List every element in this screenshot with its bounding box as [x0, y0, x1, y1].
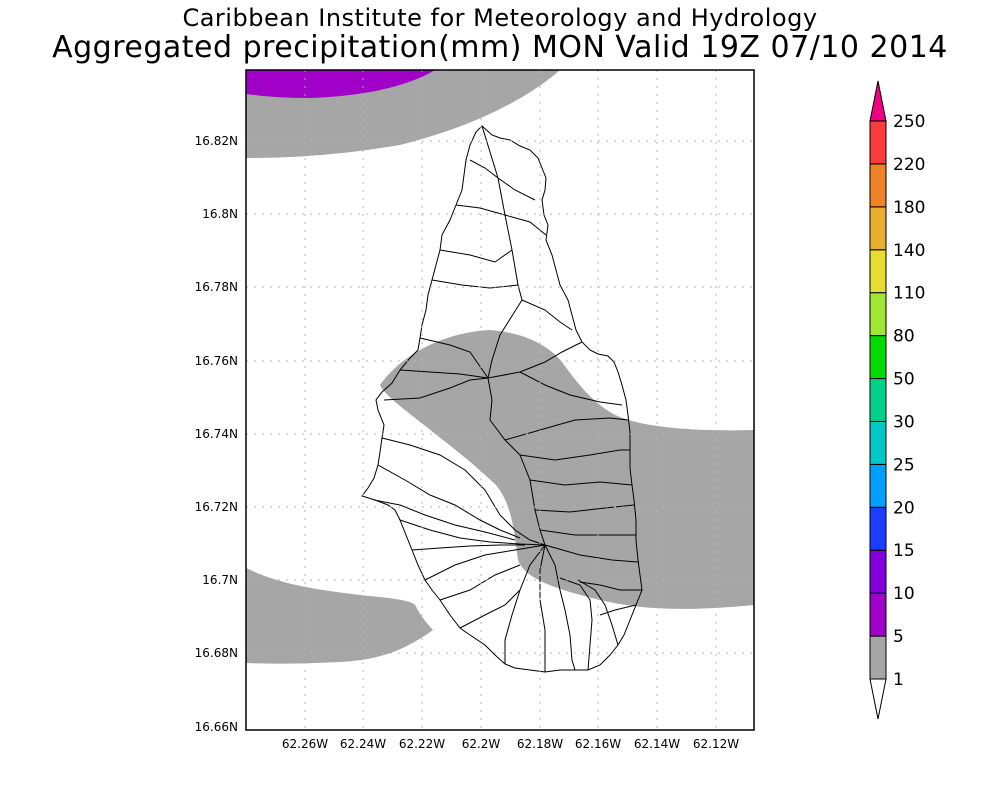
lat-tick-label: 16.74N	[195, 427, 238, 441]
lat-axis: 16.82N 16.8N 16.78N 16.76N 16.74N 16.72N…	[195, 134, 238, 734]
colorbar-top-arrow	[869, 80, 887, 122]
lat-tick-label: 16.68N	[195, 646, 238, 660]
lat-tick-label: 16.72N	[195, 500, 238, 514]
colorbar-box	[869, 378, 887, 422]
colorbar-box	[869, 206, 887, 251]
lon-tick-label: 62.14W	[634, 737, 680, 751]
colorbar-box	[869, 292, 887, 337]
precipitation-field	[246, 70, 754, 664]
colorbar-label: 110	[893, 284, 925, 304]
island-outline	[361, 125, 643, 673]
lon-tick-label: 62.2W	[462, 737, 501, 751]
colorbar-label: 50	[893, 370, 915, 390]
colorbar-label: 250	[893, 112, 925, 132]
colorbar-box	[869, 506, 887, 551]
lon-tick-label: 62.12W	[693, 737, 739, 751]
colorbar-box	[869, 249, 887, 294]
lat-tick-label: 16.76N	[195, 354, 238, 368]
map-frame	[245, 69, 755, 731]
lon-tick-label: 62.16W	[575, 737, 621, 751]
colorbar-label: 180	[893, 198, 925, 218]
colorbar-label: 220	[893, 155, 925, 175]
colorbar-box	[869, 420, 887, 465]
colorbar-box	[869, 635, 887, 680]
lon-tick-label: 62.22W	[399, 737, 445, 751]
lat-tick-label: 16.7N	[202, 573, 238, 587]
colorbar-box	[869, 549, 887, 594]
colorbar-box	[869, 463, 887, 508]
colorbar-label: 140	[893, 241, 925, 261]
chart-subtitle: Aggregated precipitation(mm) MON Valid 1…	[52, 30, 948, 65]
colorbar-bottom-arrow	[869, 678, 887, 720]
precip-area-southwest	[246, 568, 433, 664]
colorbar-label: 1	[893, 670, 904, 690]
precip-area-north-heavy	[246, 70, 435, 98]
colorbar-label: 80	[893, 327, 915, 347]
colorbar-label: 5	[893, 627, 904, 647]
lat-tick-label: 16.66N	[195, 720, 238, 734]
lat-tick-label: 16.78N	[195, 280, 238, 294]
colorbar-box	[869, 163, 887, 208]
colorbar-box	[869, 335, 887, 380]
colorbar-label: 30	[893, 412, 915, 432]
lon-axis: 62.26W 62.24W 62.22W 62.2W 62.18W 62.16W…	[282, 737, 739, 751]
colorbar-label: 15	[893, 541, 915, 561]
colorbar-box	[869, 592, 887, 637]
lon-tick-label: 62.18W	[517, 737, 563, 751]
colorbar-boxes	[869, 120, 887, 680]
lat-tick-label: 16.82N	[195, 134, 238, 148]
colorbar-label: 20	[893, 498, 915, 518]
chart-title: Caribbean Institute for Meteorology and …	[182, 4, 818, 32]
colorbar-label: 25	[893, 455, 915, 475]
colorbar-label: 10	[893, 584, 915, 604]
lat-tick-label: 16.8N	[202, 207, 238, 221]
lon-tick-label: 62.24W	[340, 737, 386, 751]
lon-tick-label: 62.26W	[282, 737, 328, 751]
precip-area-central	[380, 330, 754, 609]
colorbar-box	[869, 120, 887, 165]
